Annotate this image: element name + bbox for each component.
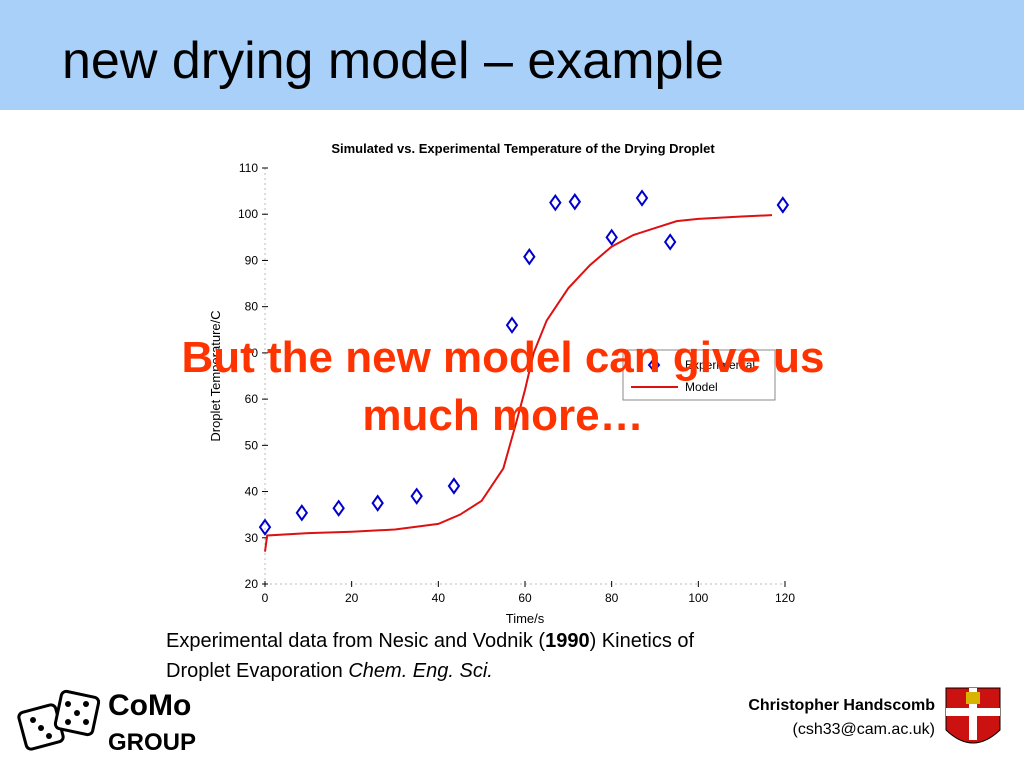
logo-text: CoMo xyxy=(108,689,191,722)
y-tick-label: 20 xyxy=(245,577,259,591)
y-tick-label: 60 xyxy=(245,392,259,406)
x-tick-label: 100 xyxy=(688,591,708,605)
slide-title: new drying model – example xyxy=(62,32,724,90)
data-point xyxy=(371,494,384,512)
chart-title: Simulated vs. Experimental Temperature o… xyxy=(331,141,715,156)
x-tick-label: 0 xyxy=(262,591,269,605)
data-point xyxy=(410,487,423,505)
y-tick-label: 80 xyxy=(245,300,259,314)
x-tick-label: 120 xyxy=(775,591,795,605)
caption: Droplet Evaporation Chem. Eng. Sci. xyxy=(166,660,493,682)
data-point xyxy=(605,228,618,247)
y-tick-label: 50 xyxy=(245,438,259,452)
legend-label: Experimental xyxy=(685,358,755,372)
data-point xyxy=(295,504,309,522)
x-tick-label: 80 xyxy=(605,591,619,605)
legend-box xyxy=(622,349,776,401)
logo-text: GROUP xyxy=(108,729,196,756)
data-point xyxy=(332,499,345,517)
data-point xyxy=(505,316,519,334)
crest xyxy=(945,687,1001,744)
data-point xyxy=(635,189,649,207)
y-tick-label: 40 xyxy=(245,485,259,499)
x-tick-label: 40 xyxy=(432,591,446,605)
data-point xyxy=(523,248,536,266)
email: (csh33@cam.ac.uk) xyxy=(792,721,935,738)
y-tick-label: 110 xyxy=(239,161,258,175)
data-point xyxy=(663,233,677,251)
y-tick-label: 30 xyxy=(245,531,259,545)
data-point xyxy=(258,518,272,536)
legend-label: Model xyxy=(685,380,718,394)
overlay-text: much more… xyxy=(362,391,643,440)
caption-text: Droplet Evaporation xyxy=(166,660,343,682)
caption-text: ) Kinetics of xyxy=(590,630,695,652)
x-tick-label: 20 xyxy=(345,591,359,605)
header-band xyxy=(0,0,1024,110)
data-point xyxy=(549,193,562,212)
data-point xyxy=(447,477,461,495)
data-point xyxy=(776,196,790,214)
caption-journal: Chem. Eng. Sci. xyxy=(348,660,493,682)
legend-swatch xyxy=(647,357,661,373)
caption-year: 1990 xyxy=(545,630,590,652)
author: Christopher Handscomb xyxy=(748,697,935,714)
x-tick-label: 60 xyxy=(518,591,532,605)
y-tick-label: 70 xyxy=(245,346,259,360)
x-axis-label: Time/s xyxy=(506,611,545,626)
y-axis-label: Droplet Temperature/C xyxy=(208,310,223,441)
caption-text: Experimental data from Nesic and Vodnik … xyxy=(166,630,545,652)
caption: Experimental data from Nesic and Vodnik … xyxy=(166,630,695,652)
y-tick-label: 100 xyxy=(238,207,258,221)
model-line xyxy=(264,214,773,552)
dice-icon xyxy=(17,689,101,751)
overlay-text: But the new model can give us xyxy=(181,333,824,382)
y-tick-label: 90 xyxy=(245,253,259,267)
data-point xyxy=(568,193,582,211)
